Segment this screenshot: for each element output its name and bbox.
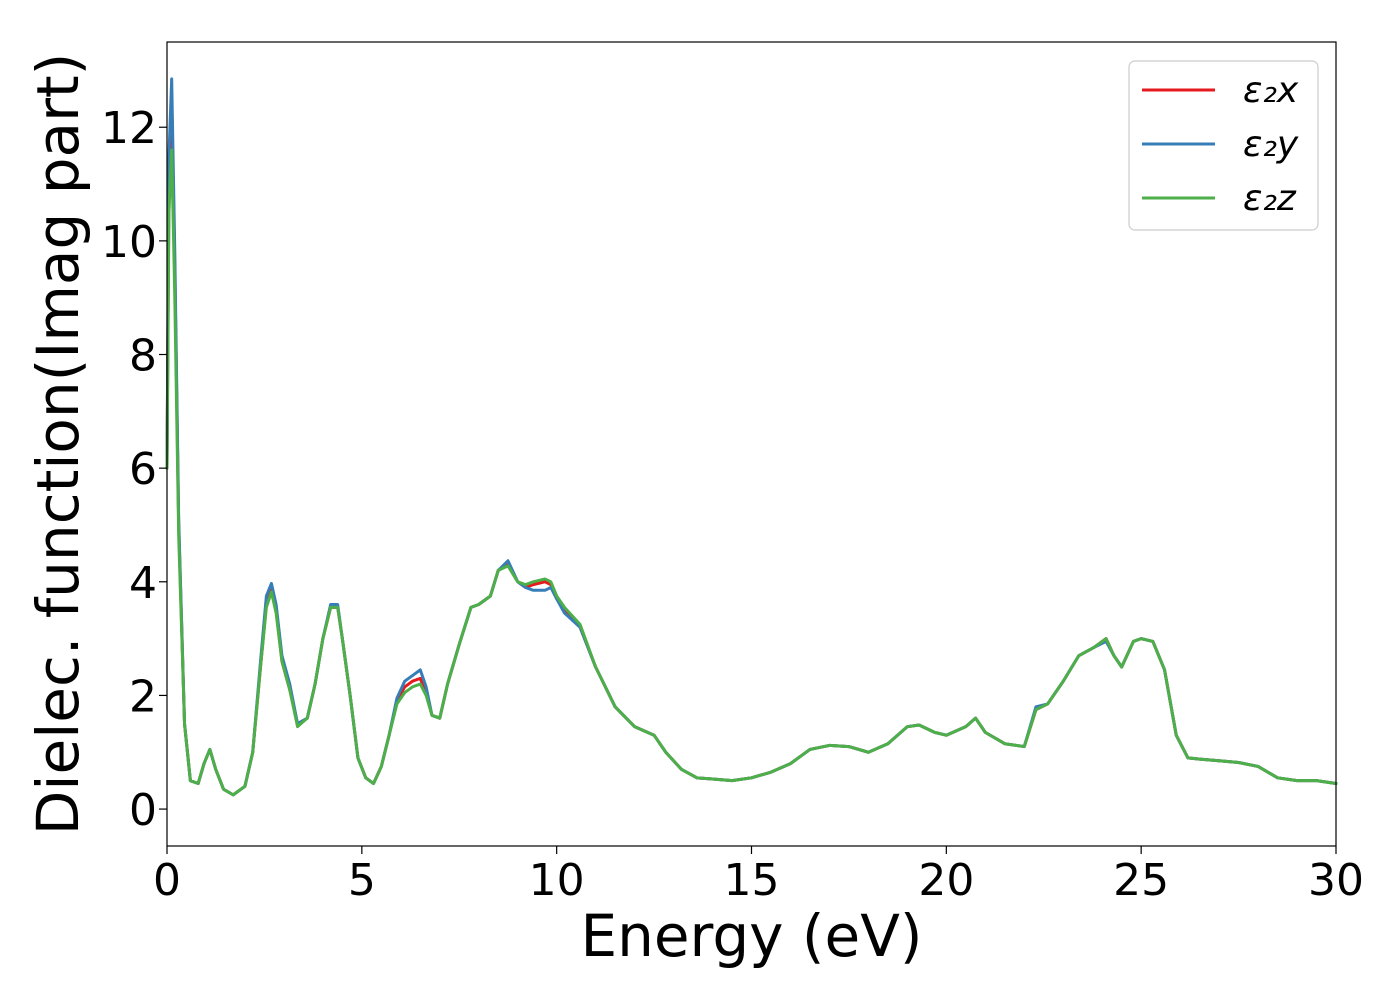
y-tick-label: 6 xyxy=(129,444,157,495)
y-tick-label: 8 xyxy=(129,331,157,382)
y-tick-label: 4 xyxy=(129,558,157,609)
y-tick-label: 10 xyxy=(101,217,157,268)
y-axis-label: Dielec. function(Imag part) xyxy=(24,53,92,836)
y-tick-label: 0 xyxy=(129,785,157,836)
x-tick-label: 25 xyxy=(1113,855,1169,906)
legend-label: ε₂z xyxy=(1243,178,1297,219)
x-axis-label: Energy (eV) xyxy=(580,902,922,970)
x-axis: 0 5 10 15 20 25 30 xyxy=(153,846,1364,906)
legend-label: ε₂x xyxy=(1243,70,1299,111)
series-line-2 xyxy=(165,148,1338,797)
x-tick-label: 10 xyxy=(529,855,585,906)
legend-box xyxy=(1128,60,1319,231)
x-tick-label: 0 xyxy=(153,855,181,906)
x-tick-label: 20 xyxy=(918,855,974,906)
series-layer xyxy=(165,77,1338,797)
legend-label: ε₂y xyxy=(1243,124,1299,165)
y-tick-label: 2 xyxy=(129,671,157,722)
y-axis: 0 2 4 6 8 10 12 xyxy=(101,103,167,836)
x-tick-label: 5 xyxy=(348,855,376,906)
y-tick-label: 12 xyxy=(101,103,157,154)
x-tick-label: 30 xyxy=(1308,855,1364,906)
legend: ε₂x ε₂y ε₂z xyxy=(1128,60,1319,231)
x-tick-label: 15 xyxy=(724,855,780,906)
